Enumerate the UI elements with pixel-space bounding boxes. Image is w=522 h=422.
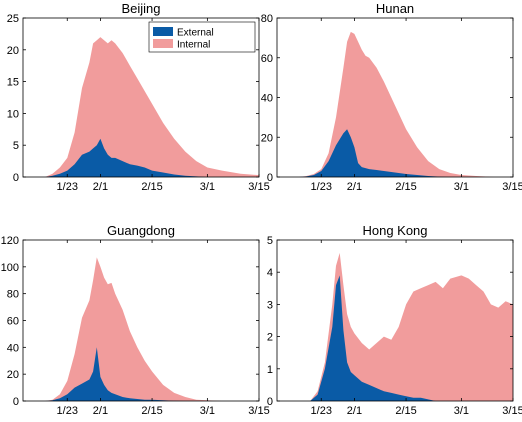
panel-title: Guangdong (107, 223, 175, 238)
legend-label-external: External (177, 28, 214, 39)
area-external (310, 275, 513, 401)
panel-hong-kong: 0 1 2 3 4 5 1/23 2/1 2/15 3/1 3/15 Hong Kong (267, 223, 522, 417)
y-tick-label: 2 (267, 332, 273, 344)
y-tick-label: 60 (261, 53, 273, 65)
x-tick-label: 2/1 (347, 405, 362, 417)
x-tick-label: 2/1 (93, 405, 108, 417)
legend-swatch-internal (153, 39, 173, 48)
panel-title: Hong Kong (362, 223, 427, 238)
area-external (291, 129, 513, 177)
axes-box (276, 239, 514, 402)
legend-label-internal: Internal (177, 40, 210, 51)
panel-hunan: 0 20 40 60 80 1/23 2/1 2/15 3/1 3/15 Hunan (261, 1, 522, 193)
x-tick-label: 3/15 (248, 405, 269, 417)
x-tick-label: 2/1 (347, 181, 362, 193)
y-tick-label: 120 (1, 235, 19, 247)
y-tick-label: 0 (13, 172, 19, 184)
y-tick-label: 4 (267, 267, 273, 279)
x-tick-label: 1/23 (57, 181, 78, 193)
area-internal (37, 257, 259, 401)
x-tick-label: 2/1 (93, 181, 108, 193)
x-tick-label: 2/15 (141, 181, 162, 193)
area-external (37, 347, 259, 401)
x-tick-label: 2/15 (395, 405, 416, 417)
y-tick-label: 3 (267, 299, 273, 311)
x-tick-label: 3/15 (248, 181, 269, 193)
panel-title: Beijing (121, 1, 160, 16)
y-tick-label: 20 (261, 132, 273, 144)
x-tick-label: 3/1 (454, 405, 469, 417)
y-tick-label: 80 (7, 289, 19, 301)
x-tick-label: 2/15 (395, 181, 416, 193)
y-tick-label: 80 (261, 13, 273, 25)
x-tick-label: 2/15 (141, 405, 162, 417)
x-tick-label: 1/23 (57, 405, 78, 417)
area-external (37, 138, 259, 177)
x-tick-label: 3/1 (454, 181, 469, 193)
y-tick-label: 1 (267, 364, 273, 376)
y-tick-label: 20 (7, 369, 19, 381)
y-tick-label: 100 (1, 262, 19, 274)
legend-swatch-external (153, 27, 173, 36)
area-internal (310, 252, 513, 401)
y-tick-label: 0 (267, 172, 273, 184)
area-internal (37, 37, 259, 177)
area-internal (291, 31, 513, 178)
panel-beijing: 0 5 10 15 20 25 1/23 2/1 2/15 3/1 3/15 Beijing Exter… (7, 1, 270, 193)
y-tick-label: 5 (267, 235, 273, 247)
y-tick-label: 20 (7, 45, 19, 57)
panel-title: Hunan (376, 1, 414, 16)
y-tick-label: 40 (7, 342, 19, 354)
y-tick-label: 0 (267, 396, 273, 408)
x-tick-label: 1/23 (311, 405, 332, 417)
x-tick-label: 3/15 (502, 181, 522, 193)
x-tick-label: 3/15 (502, 405, 522, 417)
x-tick-label: 3/1 (200, 405, 215, 417)
y-tick-label: 0 (13, 396, 19, 408)
y-tick-label: 5 (13, 140, 19, 152)
y-tick-label: 25 (7, 13, 19, 25)
x-tick-label: 1/23 (311, 181, 332, 193)
x-tick-label: 3/1 (200, 181, 215, 193)
y-tick-label: 15 (7, 77, 19, 89)
y-tick-label: 60 (7, 316, 19, 328)
y-tick-label: 10 (7, 108, 19, 120)
y-tick-label: 40 (261, 93, 273, 105)
axes-box (22, 17, 260, 178)
